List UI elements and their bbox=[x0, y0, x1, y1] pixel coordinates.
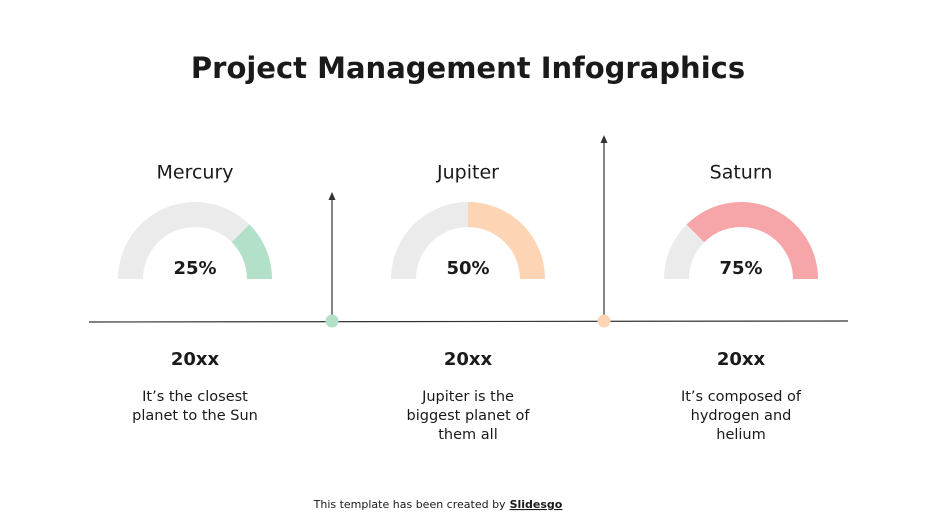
timeline-dot bbox=[325, 314, 339, 328]
item-name: Saturn bbox=[710, 162, 773, 184]
item-description: biggest planet of bbox=[407, 408, 531, 424]
item-description: them all bbox=[438, 427, 497, 443]
item-description: helium bbox=[716, 427, 765, 443]
arrow-head bbox=[600, 135, 608, 143]
gauge-label: 25% bbox=[173, 258, 216, 279]
item-description: It’s composed of bbox=[681, 389, 802, 405]
gauge-fill bbox=[686, 202, 818, 279]
item-year: 20xx bbox=[171, 349, 220, 370]
item-year: 20xx bbox=[444, 349, 493, 370]
item-description: planet to the Sun bbox=[132, 408, 258, 424]
title: Project Management Infographics bbox=[191, 51, 745, 85]
item-year: 20xx bbox=[717, 349, 766, 370]
footer-link[interactable]: Slidesgo bbox=[510, 498, 563, 511]
footer-text: This template has been created by bbox=[313, 498, 506, 511]
item-description: hydrogen and bbox=[691, 408, 792, 424]
footer: This template has been created by Slidesg… bbox=[313, 498, 563, 511]
item-name: Mercury bbox=[156, 162, 233, 184]
timeline-dot bbox=[597, 314, 611, 328]
item-name: Jupiter bbox=[436, 162, 499, 184]
gauge-label: 50% bbox=[446, 258, 489, 279]
timeline bbox=[88, 320, 849, 323]
arrow-head bbox=[328, 192, 336, 200]
gauge-fill bbox=[231, 224, 272, 279]
gauge-track bbox=[118, 202, 272, 279]
gauge-fill bbox=[468, 202, 545, 279]
gauge-label: 75% bbox=[719, 258, 762, 279]
item-description: It’s the closest bbox=[142, 389, 248, 405]
item-description: Jupiter is the bbox=[421, 389, 514, 405]
